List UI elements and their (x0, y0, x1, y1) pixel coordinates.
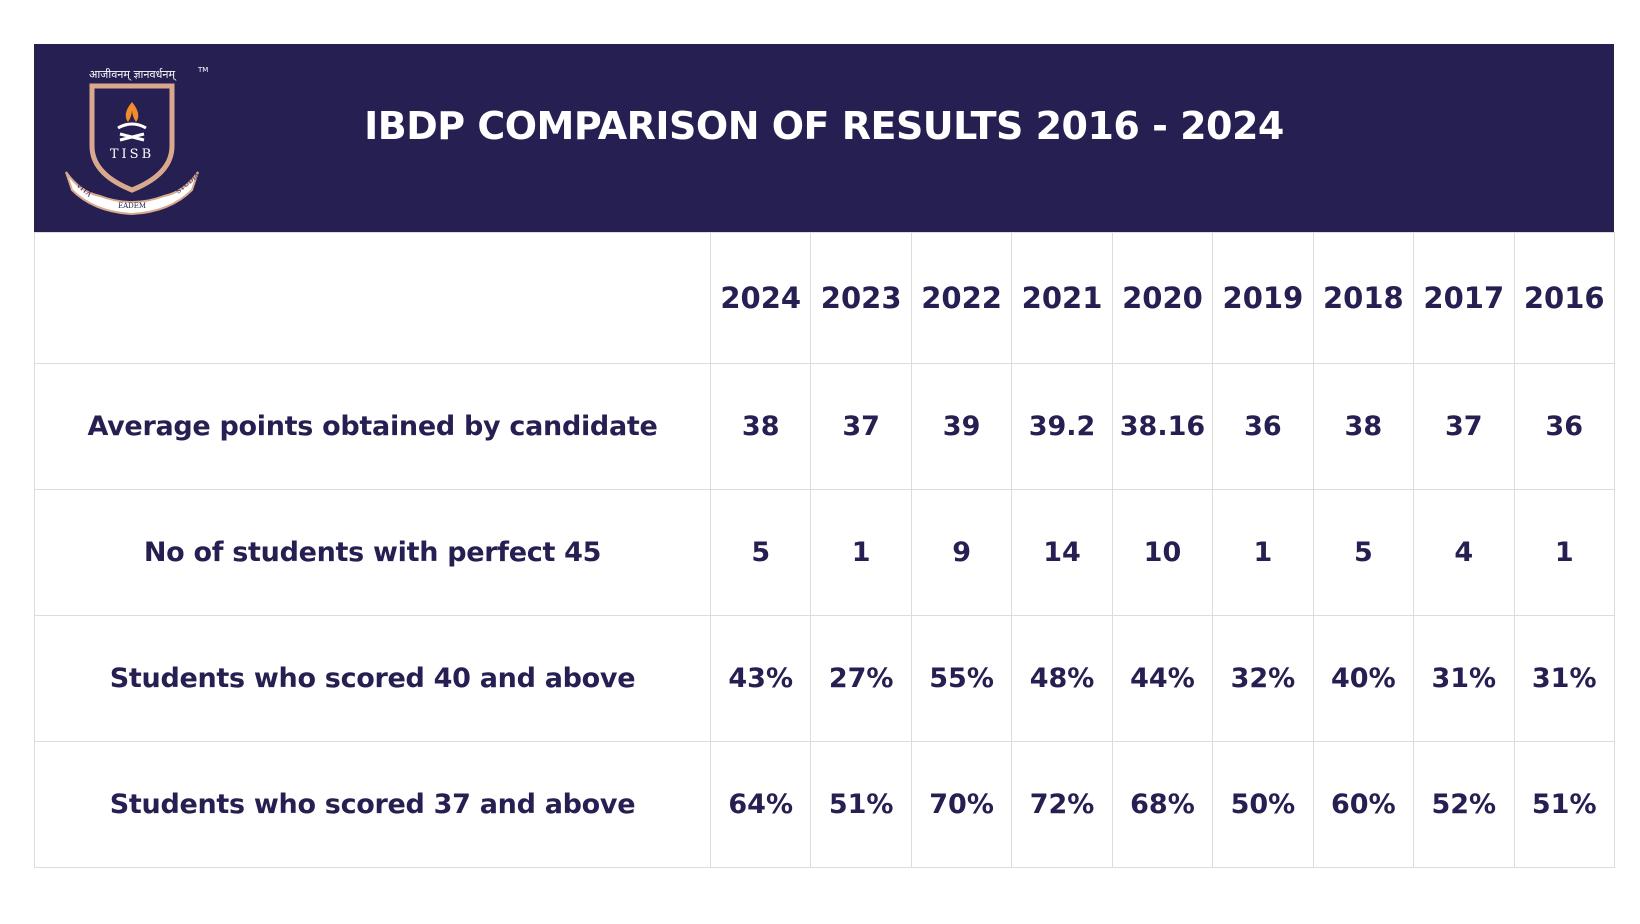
table-cell: 31% (1513, 615, 1615, 742)
table-cell: 50% (1212, 741, 1314, 868)
table-cell: 51% (1513, 741, 1615, 868)
table-cell: 68% (1111, 741, 1214, 868)
table-cell: 1 (1212, 489, 1314, 616)
table-row: Students who scored 40 and above 43% 27%… (34, 615, 1615, 742)
table-cell: 39.2 (1011, 363, 1113, 490)
column-header: 2023 (810, 232, 912, 364)
table-cell: 36 (1513, 363, 1615, 490)
table-cell: 1 (810, 489, 912, 616)
table-cell: 32% (1212, 615, 1314, 742)
table-cell: 10 (1111, 489, 1214, 616)
header-banner: आजीवनम् ज्ञानवर्धनम् TM TISB VITA EADEM … (34, 44, 1614, 232)
column-header: 2021 (1011, 232, 1113, 364)
table-cell: 5 (709, 489, 812, 616)
corner-cell (34, 232, 711, 364)
table-cell: 1 (1513, 489, 1615, 616)
table-cell: 51% (810, 741, 912, 868)
column-header: 2016 (1513, 232, 1615, 364)
row-label: Students who scored 37 and above (34, 741, 711, 868)
column-header: 2018 (1312, 232, 1415, 364)
table-cell: 60% (1312, 741, 1415, 868)
table-cell: 72% (1011, 741, 1113, 868)
table-row: Average points obtained by candidate 38 … (34, 363, 1615, 490)
table-cell: 38 (709, 363, 812, 490)
table-cell: 64% (709, 741, 812, 868)
logo-trademark: TM (197, 66, 208, 74)
column-header: 2022 (910, 232, 1013, 364)
table-cell: 48% (1011, 615, 1113, 742)
row-label: No of students with perfect 45 (34, 489, 711, 616)
table-cell: 38 (1312, 363, 1415, 490)
table-cell: 37 (1413, 363, 1515, 490)
logo-initials: TISB (110, 147, 154, 162)
table-cell: 27% (810, 615, 912, 742)
table-cell: 43% (709, 615, 812, 742)
row-label: Average points obtained by candidate (34, 363, 711, 490)
logo-motto: आजीवनम् ज्ञानवर्धनम् (89, 68, 177, 81)
column-header: 2020 (1111, 232, 1214, 364)
page-title: IBDP COMPARISON OF RESULTS 2016 - 2024 (364, 104, 1284, 148)
table-cell: 39 (910, 363, 1013, 490)
table-cell: 5 (1312, 489, 1415, 616)
table-row: No of students with perfect 45 5 1 9 14 … (34, 489, 1615, 616)
table-cell: 44% (1111, 615, 1214, 742)
flame-icon (125, 102, 139, 122)
table-cell: 37 (810, 363, 912, 490)
table-cell: 52% (1413, 741, 1515, 868)
table-cell: 31% (1413, 615, 1515, 742)
table-cell: 55% (910, 615, 1013, 742)
scroll-center: EADEM (118, 202, 146, 210)
table-cell: 4 (1413, 489, 1515, 616)
column-header: 2019 (1212, 232, 1314, 364)
header-row: 2024 2023 2022 2021 2020 2019 2018 2017 … (34, 232, 1615, 364)
column-header: 2017 (1413, 232, 1515, 364)
school-crest-logo: आजीवनम् ज्ञानवर्धनम् TM TISB VITA EADEM … (65, 66, 208, 216)
table-cell: 70% (910, 741, 1013, 868)
results-table: 2024 2023 2022 2021 2020 2019 2018 2017 … (34, 232, 1615, 868)
table-row: Students who scored 37 and above 64% 51%… (34, 741, 1615, 868)
table-cell: 14 (1011, 489, 1113, 616)
table-cell: 40% (1312, 615, 1415, 742)
table-cell: 36 (1212, 363, 1314, 490)
column-header: 2024 (709, 232, 812, 364)
row-label: Students who scored 40 and above (34, 615, 711, 742)
table-cell: 38.16 (1111, 363, 1214, 490)
table-cell: 9 (910, 489, 1013, 616)
banner-scroll (65, 171, 199, 216)
